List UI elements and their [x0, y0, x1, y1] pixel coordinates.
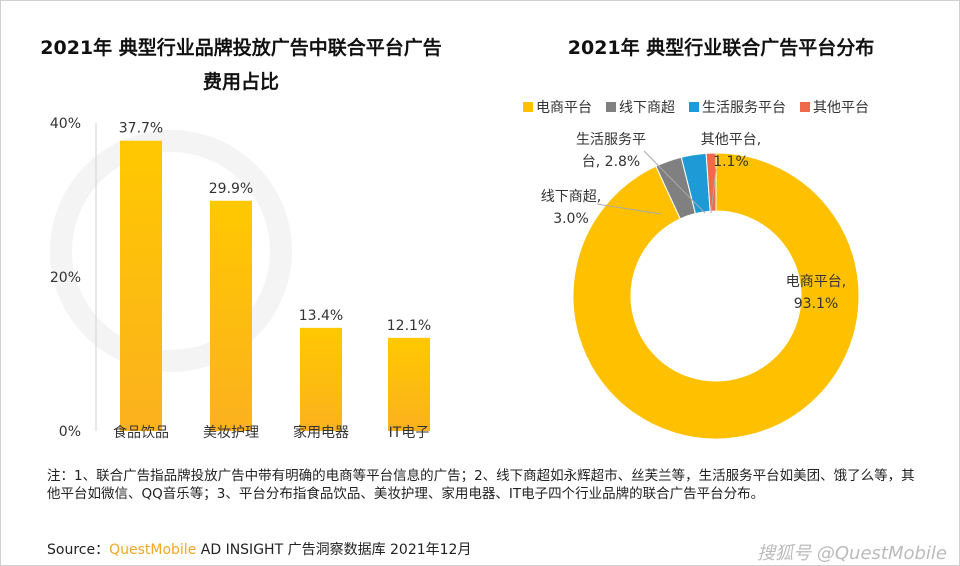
- bar: [300, 327, 342, 431]
- bar-data-label: 13.4%: [299, 308, 343, 324]
- legend-label: 电商平台: [536, 100, 592, 116]
- legend-swatch: [523, 102, 533, 112]
- bar: [210, 200, 252, 431]
- leader-line: [643, 150, 706, 214]
- donut-slice: [705, 152, 717, 212]
- x-tick-label: IT电子: [389, 425, 430, 441]
- donut-slice: [572, 152, 860, 440]
- legend-swatch: [606, 102, 616, 112]
- slice-value-label: 台, 2.8%: [582, 154, 640, 170]
- slice-label: 线下商超,: [541, 189, 601, 205]
- legend-label: 其他平台: [813, 100, 869, 116]
- y-tick-label: 20%: [50, 270, 81, 286]
- source-line: Source：QuestMobile AD INSIGHT 广告洞察数据库 20…: [47, 539, 471, 559]
- watermark: 搜狐号 @QuestMobile: [757, 543, 947, 564]
- bar: [120, 140, 162, 431]
- leader-line: [596, 203, 662, 215]
- bar-data-label: 12.1%: [387, 318, 431, 334]
- bar-chart: 0% 20% 40% 37.7% 食品饮品 29.9% 美妆护理 13.4% 家用电器 12.1%…: [50, 116, 431, 441]
- slice-value-label: 3.0%: [553, 211, 589, 227]
- y-tick-label: 0%: [59, 424, 81, 440]
- source-prefix: Source：: [47, 542, 110, 558]
- legend-label: 线下商超: [619, 100, 675, 116]
- bar-data-label: 37.7%: [119, 121, 163, 137]
- legend-label: 生活服务平台: [702, 100, 786, 116]
- leader-line: [710, 168, 717, 214]
- legend-swatch: [800, 102, 810, 112]
- slice-label: 其他平台,: [701, 132, 761, 148]
- slice-value-label: 93.1%: [794, 296, 838, 312]
- bar: [388, 337, 430, 431]
- slice-label: 生活服务平: [576, 132, 646, 148]
- bar-chart-title: 2021年 典型行业品牌投放广告中联合平台广告费用占比: [40, 37, 442, 93]
- x-tick-label: 家用电器: [293, 424, 349, 441]
- x-tick-label: 美妆护理: [203, 425, 259, 441]
- x-tick-label: 食品饮品: [113, 424, 169, 441]
- source-rest: AD INSIGHT 广告洞察数据库 2021年12月: [196, 542, 472, 558]
- footnote: 注：1、联合广告指品牌投放广告中带有明确的电商等平台信息的广告；2、线下商超如永…: [47, 468, 915, 502]
- source-brand: QuestMobile: [109, 542, 197, 558]
- slice-label: 电商平台,: [786, 274, 846, 290]
- legend-swatch: [689, 102, 699, 112]
- bar-data-label: 29.9%: [209, 181, 253, 197]
- donut-chart-title: 2021年 典型行业联合广告平台分布: [567, 37, 875, 59]
- slice-value-label: 1.1%: [713, 154, 749, 170]
- y-tick-label: 40%: [50, 116, 81, 132]
